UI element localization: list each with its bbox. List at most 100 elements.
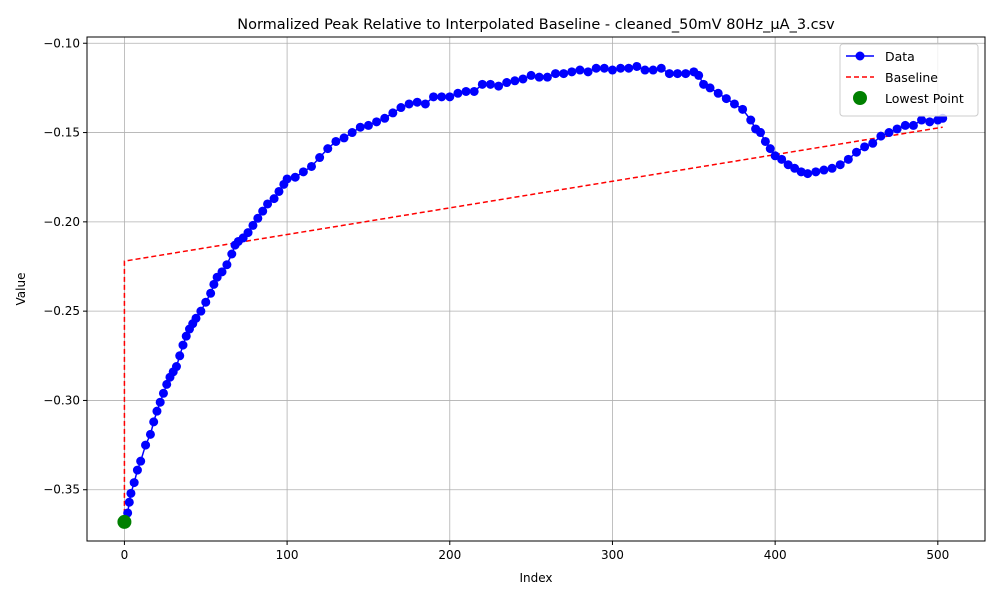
- data-point: [485, 79, 495, 89]
- data-point: [282, 174, 292, 184]
- data-point: [526, 70, 536, 80]
- data-point: [290, 172, 300, 182]
- x-tick-label: 500: [926, 548, 949, 562]
- data-point: [171, 362, 181, 372]
- data-point: [129, 478, 139, 488]
- data-point: [206, 288, 216, 298]
- y-tick-label: −0.15: [43, 126, 80, 140]
- data-point: [141, 440, 151, 450]
- x-axis-ticks: 0 100 200 300 400 500: [121, 541, 949, 562]
- y-tick-label: −0.35: [43, 483, 80, 497]
- y-axis-ticks: −0.35 −0.30 −0.25 −0.20 −0.15 −0.10: [43, 36, 87, 497]
- data-point: [196, 306, 206, 316]
- data-point: [469, 86, 479, 96]
- data-point: [453, 88, 463, 98]
- data-point: [567, 67, 577, 77]
- data-point: [827, 163, 837, 173]
- data-point: [632, 61, 642, 71]
- data-point: [656, 63, 666, 73]
- data-point: [396, 103, 406, 113]
- data-point: [694, 70, 704, 80]
- data-point: [518, 74, 528, 84]
- data-point: [868, 138, 878, 148]
- y-tick-label: −0.25: [43, 304, 80, 318]
- data-point: [124, 497, 134, 507]
- data-point: [777, 154, 787, 164]
- data-point: [900, 120, 910, 130]
- data-point: [925, 117, 935, 127]
- plot-area: [87, 37, 985, 541]
- data-point: [380, 113, 390, 123]
- data-point: [136, 456, 146, 466]
- data-point: [149, 417, 159, 427]
- data-point: [624, 63, 634, 73]
- legend-swatch-lowest-point: [853, 91, 867, 105]
- data-point: [494, 81, 504, 91]
- data-point: [681, 69, 691, 79]
- data-point: [209, 279, 219, 289]
- data-point: [607, 65, 617, 75]
- data-point: [819, 165, 829, 175]
- data-point: [551, 69, 561, 79]
- data-point: [339, 133, 349, 143]
- data-point: [217, 267, 227, 277]
- data-point: [258, 206, 268, 216]
- data-point: [756, 128, 765, 138]
- data-point: [721, 94, 731, 104]
- data-point: [253, 213, 263, 223]
- data-point: [811, 167, 821, 177]
- lowest-point-series: [117, 514, 132, 529]
- baseline-line: [123, 126, 943, 522]
- data-point: [158, 388, 168, 398]
- data-point: [429, 92, 439, 102]
- data-point: [876, 131, 886, 141]
- data-point: [664, 69, 674, 79]
- data-point: [803, 169, 813, 179]
- data-point: [575, 65, 585, 75]
- data-point: [412, 97, 422, 107]
- data-point: [222, 260, 232, 270]
- data-point: [843, 154, 853, 164]
- data-point: [765, 144, 775, 154]
- data-point: [591, 63, 601, 73]
- data-point: [269, 194, 279, 204]
- data-point: [851, 147, 861, 157]
- data-point: [248, 220, 258, 230]
- data-point: [420, 99, 430, 109]
- x-axis-label: Index: [519, 571, 552, 585]
- data-point: [315, 153, 325, 163]
- x-tick-label: 0: [121, 548, 129, 562]
- legend-swatch-data-marker: [855, 51, 865, 61]
- x-tick-label: 400: [764, 548, 787, 562]
- data-point: [404, 99, 414, 109]
- chart-title: Normalized Peak Relative to Interpolated…: [237, 17, 835, 33]
- x-tick-label: 200: [438, 548, 461, 562]
- data-point: [713, 88, 723, 98]
- data-point: [746, 115, 756, 125]
- data-point: [243, 228, 253, 238]
- y-axis-label: Value: [14, 273, 28, 306]
- baseline-series: [123, 126, 943, 522]
- data-point: [175, 351, 185, 361]
- data-point: [274, 186, 284, 196]
- data-point: [363, 120, 373, 130]
- data-point: [640, 65, 650, 75]
- data-point: [599, 63, 609, 73]
- data-point: [331, 136, 341, 146]
- legend-box: [839, 43, 979, 117]
- legend-label-data: Data: [885, 49, 915, 64]
- x-tick-label: 300: [601, 548, 624, 562]
- data-point: [583, 67, 593, 77]
- data-point: [908, 120, 918, 130]
- data-point: [372, 117, 382, 127]
- data-point: [892, 124, 902, 134]
- data-point: [738, 104, 748, 114]
- data-point: [227, 249, 237, 259]
- plot-frame: [86, 36, 986, 542]
- data-point: [835, 160, 845, 170]
- data-point: [263, 199, 273, 209]
- data-point: [437, 92, 447, 102]
- data-point: [155, 397, 165, 407]
- data-point: [323, 144, 333, 154]
- x-tick-label: 100: [276, 548, 299, 562]
